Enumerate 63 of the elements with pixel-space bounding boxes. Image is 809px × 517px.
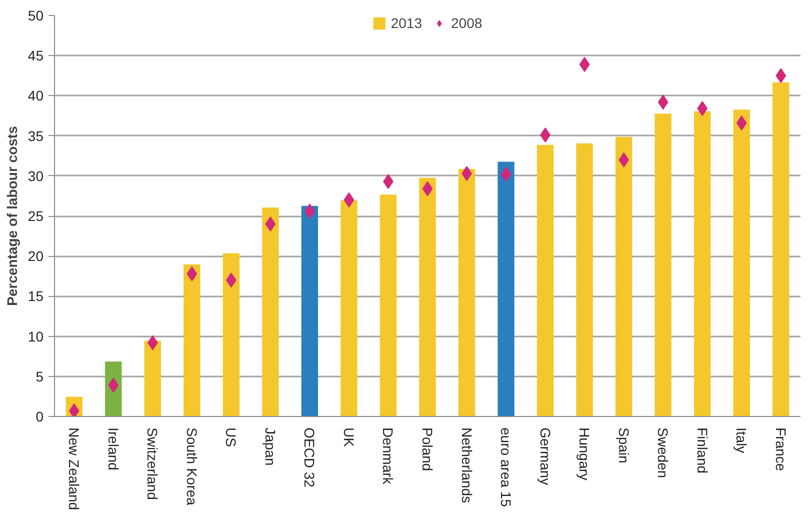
bar	[301, 206, 318, 416]
x-tick-label: Switzerland	[144, 428, 161, 500]
bar	[380, 194, 397, 416]
point	[776, 68, 786, 84]
point	[500, 166, 512, 182]
bar	[222, 253, 240, 416]
bar	[576, 143, 593, 416]
x-tick-label: South Korea	[184, 428, 200, 506]
point	[697, 101, 708, 116]
point	[422, 181, 433, 196]
point	[186, 266, 198, 282]
point	[579, 56, 590, 72]
bar	[733, 110, 750, 416]
y-tick-label: 30	[28, 168, 44, 184]
point	[658, 94, 668, 110]
x-tick-label: Ireland	[105, 428, 122, 470]
y-tick-label: 40	[28, 88, 44, 104]
y-tick-label: 0	[36, 408, 44, 424]
point	[344, 192, 354, 208]
bar	[105, 361, 122, 416]
point	[265, 216, 276, 232]
x-tick-label: Spain	[616, 428, 632, 464]
x-tick-label: OECD 32	[302, 428, 318, 488]
x-tick-label: France	[772, 428, 789, 472]
bar	[262, 207, 279, 416]
y-tick-label: 20	[28, 248, 44, 264]
x-tick-label: Japan	[262, 428, 278, 466]
bar	[184, 264, 200, 416]
bar	[419, 178, 436, 416]
y-axis-title: Percentage of labour costs	[4, 126, 20, 306]
bar	[458, 168, 476, 416]
bar	[498, 162, 514, 416]
x-tick-label: Sweden	[655, 428, 672, 478]
y-tick-label: 15	[28, 288, 44, 304]
x-tick-label: Hungary	[576, 428, 593, 480]
x-tick-label: Netherlands	[458, 428, 475, 503]
x-tick-label: Poland	[420, 428, 436, 472]
y-tick-label: 5	[36, 368, 44, 384]
y-tick-label: 50	[28, 8, 44, 24]
point	[147, 335, 158, 350]
bar	[144, 340, 162, 416]
bar	[536, 144, 554, 416]
bar	[694, 111, 711, 416]
y-tick-label: 35	[28, 128, 44, 144]
bar	[615, 136, 632, 416]
x-tick-label: Germany	[537, 428, 554, 486]
bar	[772, 82, 790, 416]
x-tick-label: Finland	[694, 428, 710, 474]
y-tick-label: 45	[28, 48, 44, 64]
bar	[340, 200, 358, 416]
point	[736, 115, 747, 130]
x-tick-label: US	[223, 428, 240, 447]
x-tick-label: UK	[340, 428, 357, 448]
x-tick-label: New Zealand	[66, 428, 82, 510]
x-tick-label: Italy	[734, 428, 750, 454]
x-tick-label: euro area 15	[498, 428, 514, 508]
bar	[654, 114, 672, 416]
legend-label: 2008	[451, 15, 482, 31]
x-tick-label: Denmark	[380, 428, 396, 486]
point	[540, 128, 550, 142]
y-tick-label: 10	[28, 328, 44, 344]
y-tick-label: 25	[28, 208, 44, 224]
legend-label: 2013	[390, 15, 422, 31]
